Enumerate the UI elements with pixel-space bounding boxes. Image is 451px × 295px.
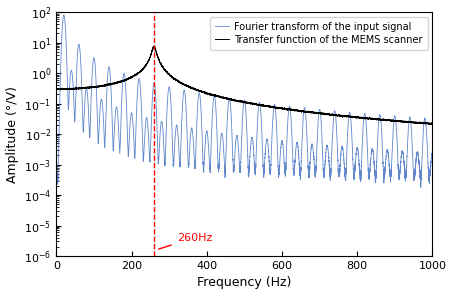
Text: 260Hz: 260Hz xyxy=(158,233,212,249)
Fourier transform of the input signal xyxy=(313,168,318,171)
Transfer function of the MEMS scanner xyxy=(152,44,157,48)
Transfer function of the MEMS scanner xyxy=(429,122,434,125)
Fourier transform of the input signal xyxy=(308,150,313,153)
Fourier transform of the input signal xyxy=(411,175,416,178)
Line: Fourier transform of the input signal: Fourier transform of the input signal xyxy=(56,15,432,187)
Fourier transform of the input signal xyxy=(127,124,133,127)
Transfer function of the MEMS scanner xyxy=(332,113,337,117)
Transfer function of the MEMS scanner xyxy=(54,88,59,91)
Transfer function of the MEMS scanner xyxy=(292,109,298,112)
Transfer function of the MEMS scanner xyxy=(189,86,195,90)
Transfer function of the MEMS scanner xyxy=(276,106,281,109)
Transfer function of the MEMS scanner xyxy=(352,115,357,119)
Transfer function of the MEMS scanner xyxy=(73,86,78,90)
Fourier transform of the input signal xyxy=(61,13,66,17)
Fourier transform of the input signal xyxy=(429,151,434,155)
Fourier transform of the input signal xyxy=(54,176,59,180)
Fourier transform of the input signal xyxy=(417,186,423,189)
Transfer function of the MEMS scanner xyxy=(428,123,433,127)
Line: Transfer function of the MEMS scanner: Transfer function of the MEMS scanner xyxy=(56,46,432,125)
X-axis label: Frequency (Hz): Frequency (Hz) xyxy=(197,276,291,289)
Fourier transform of the input signal xyxy=(92,61,97,65)
Legend: Fourier transform of the input signal, Transfer function of the MEMS scanner: Fourier transform of the input signal, T… xyxy=(209,17,427,50)
Y-axis label: Amplitude (°/V): Amplitude (°/V) xyxy=(5,86,18,183)
Fourier transform of the input signal xyxy=(272,114,278,117)
